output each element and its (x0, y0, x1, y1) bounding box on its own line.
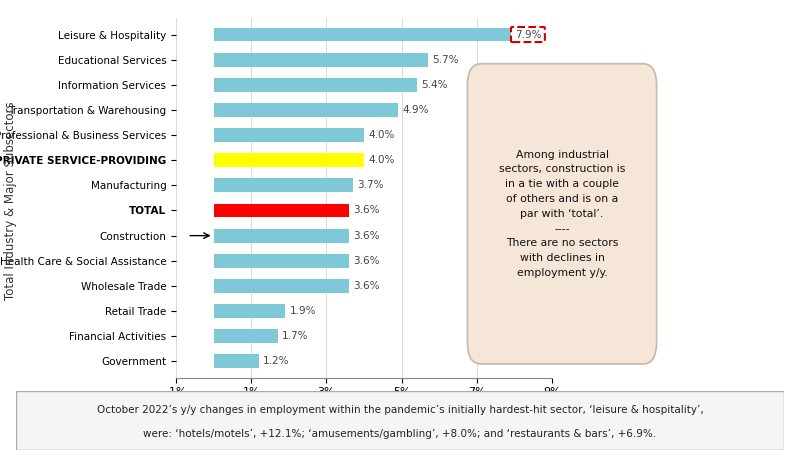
Text: 7.9%: 7.9% (515, 30, 542, 40)
Bar (214, 128, 364, 142)
Bar (214, 78, 417, 92)
Bar (214, 354, 258, 368)
FancyBboxPatch shape (16, 391, 784, 450)
Bar (214, 329, 278, 343)
Bar (214, 153, 364, 167)
Bar (214, 203, 349, 217)
Bar (214, 304, 285, 318)
Text: Among industrial
sectors, construction is
in a tie with a couple
of others and i: Among industrial sectors, construction i… (499, 150, 625, 278)
FancyBboxPatch shape (467, 64, 657, 364)
Text: 4.0%: 4.0% (369, 155, 395, 165)
Text: October 2022’s y/y changes in employment within the pandemic’s initially hardest: October 2022’s y/y changes in employment… (97, 405, 703, 415)
Text: Total Industry & Major Subsectors: Total Industry & Major Subsectors (4, 101, 17, 299)
Bar (214, 178, 353, 192)
Text: 3.7%: 3.7% (358, 180, 384, 190)
Text: 1.9%: 1.9% (290, 306, 316, 316)
Bar (214, 254, 349, 268)
Text: 4.0%: 4.0% (369, 130, 395, 140)
Text: 1.7%: 1.7% (282, 331, 309, 341)
Text: 3.6%: 3.6% (354, 256, 380, 266)
Text: 1.2%: 1.2% (263, 356, 290, 366)
Text: 5.7%: 5.7% (433, 55, 459, 65)
Bar (214, 229, 349, 243)
X-axis label: Y/Y % Change in Number of Jobs: Y/Y % Change in Number of Jobs (262, 404, 466, 417)
Text: 3.6%: 3.6% (354, 206, 380, 216)
Bar (214, 53, 428, 66)
Text: 5.4%: 5.4% (421, 80, 448, 90)
Text: 3.6%: 3.6% (354, 231, 380, 241)
Text: 3.6%: 3.6% (354, 281, 380, 291)
Text: 4.9%: 4.9% (402, 105, 429, 115)
Bar (214, 279, 349, 293)
Text: were: ‘hotels/motels’, +12.1%; ‘amusements/gambling’, +8.0%; and ‘restaurants & : were: ‘hotels/motels’, +12.1%; ‘amusemen… (143, 429, 657, 439)
Bar (214, 28, 510, 41)
Bar (214, 103, 398, 117)
